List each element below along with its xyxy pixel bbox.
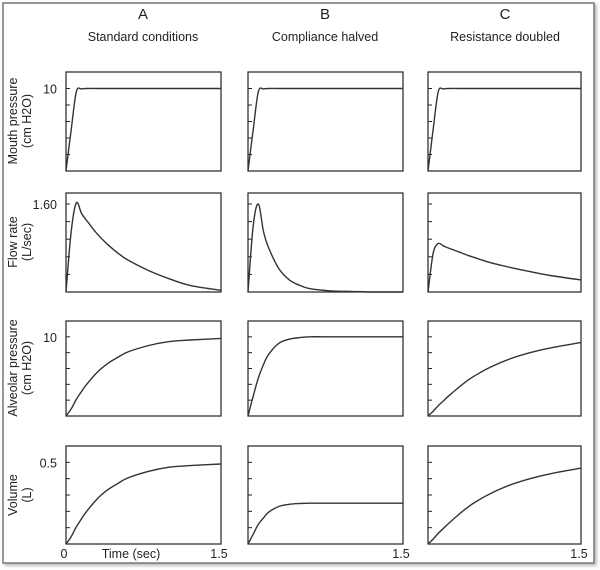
y-tick-label-row3: 10 — [43, 331, 57, 345]
panel-frame-row2-a — [65, 192, 222, 293]
x-tick-label-end-b: 1.5 — [392, 547, 409, 561]
series-line-row3-c — [427, 341, 582, 417]
figure-frame — [2, 2, 595, 564]
x-axis-label: Time (sec) — [102, 547, 161, 561]
series-line-row2-a — [65, 201, 222, 293]
row-unit-volume: (L) — [20, 487, 34, 502]
y-tick-label-row1: 10 — [43, 83, 57, 97]
panel-frame-row2-b — [247, 192, 404, 293]
x-tick-label-end-a: 1.5 — [210, 547, 227, 561]
column-title-b: Compliance halved — [272, 30, 378, 44]
row-label-volume: Volume — [6, 474, 20, 516]
y-tick-label-row4: 0.5 — [40, 456, 57, 470]
series-line-row3-a — [65, 337, 222, 417]
series-line-row2-c — [427, 242, 582, 293]
series-line-row4-c — [427, 467, 582, 545]
series-line-row4-b — [247, 502, 403, 545]
x-tick-label-end-c: 1.5 — [570, 547, 587, 561]
row-unit-mouth-pressure: (cm H2O) — [20, 94, 34, 148]
row-unit-flow-rate: (L/sec) — [20, 223, 34, 261]
column-title-a: Standard conditions — [88, 30, 199, 44]
row-label-alveolar-pressure: Alveolar pressure — [6, 319, 20, 416]
row-unit-alveolar-pressure: (cm H2O) — [20, 341, 34, 395]
series-line-row1-a — [65, 87, 221, 172]
series-line-row1-c — [427, 87, 581, 172]
row-label-mouth-pressure: Mouth pressure — [6, 78, 20, 165]
column-letter-a: A — [138, 6, 148, 23]
series-line-row3-b — [247, 336, 403, 417]
column-letter-b: B — [320, 6, 330, 23]
column-letter-c: C — [500, 6, 511, 23]
row-label-flow-rate: Flow rate — [6, 216, 20, 267]
y-tick-label-row2: 1.60 — [33, 198, 57, 212]
panel-frame-row2-c — [427, 192, 582, 293]
series-line-row2-b — [247, 203, 403, 293]
series-line-row1-b — [247, 87, 403, 172]
series-line-row4-a — [65, 463, 222, 545]
x-tick-label-start: 0 — [61, 547, 68, 561]
column-title-c: Resistance doubled — [450, 30, 560, 44]
